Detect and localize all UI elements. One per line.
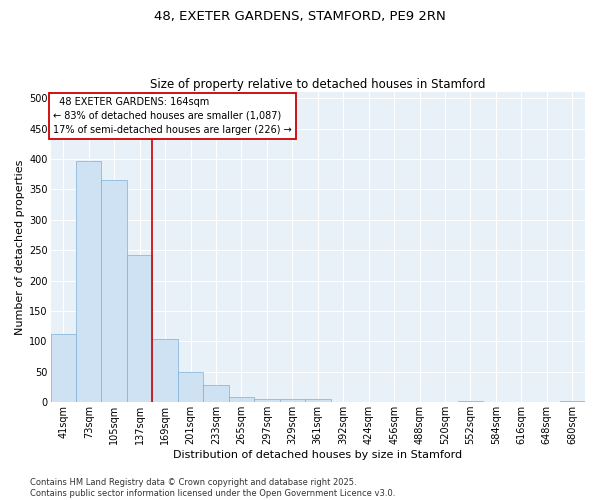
Bar	[458, 401, 483, 402]
Bar	[203, 384, 229, 402]
Bar	[229, 398, 254, 402]
Bar	[254, 399, 280, 402]
Text: Contains HM Land Registry data © Crown copyright and database right 2025.
Contai: Contains HM Land Registry data © Crown c…	[30, 478, 395, 498]
Bar	[305, 399, 331, 402]
Bar	[127, 255, 152, 402]
X-axis label: Distribution of detached houses by size in Stamford: Distribution of detached houses by size …	[173, 450, 463, 460]
Text: 48 EXETER GARDENS: 164sqm
← 83% of detached houses are smaller (1,087)
17% of se: 48 EXETER GARDENS: 164sqm ← 83% of detac…	[53, 97, 292, 135]
Title: Size of property relative to detached houses in Stamford: Size of property relative to detached ho…	[150, 78, 485, 91]
Bar	[50, 334, 76, 402]
Bar	[152, 339, 178, 402]
Bar	[76, 161, 101, 402]
Bar	[101, 180, 127, 402]
Bar	[560, 401, 585, 402]
Bar	[178, 372, 203, 402]
Bar	[280, 399, 305, 402]
Text: 48, EXETER GARDENS, STAMFORD, PE9 2RN: 48, EXETER GARDENS, STAMFORD, PE9 2RN	[154, 10, 446, 23]
Y-axis label: Number of detached properties: Number of detached properties	[15, 160, 25, 335]
